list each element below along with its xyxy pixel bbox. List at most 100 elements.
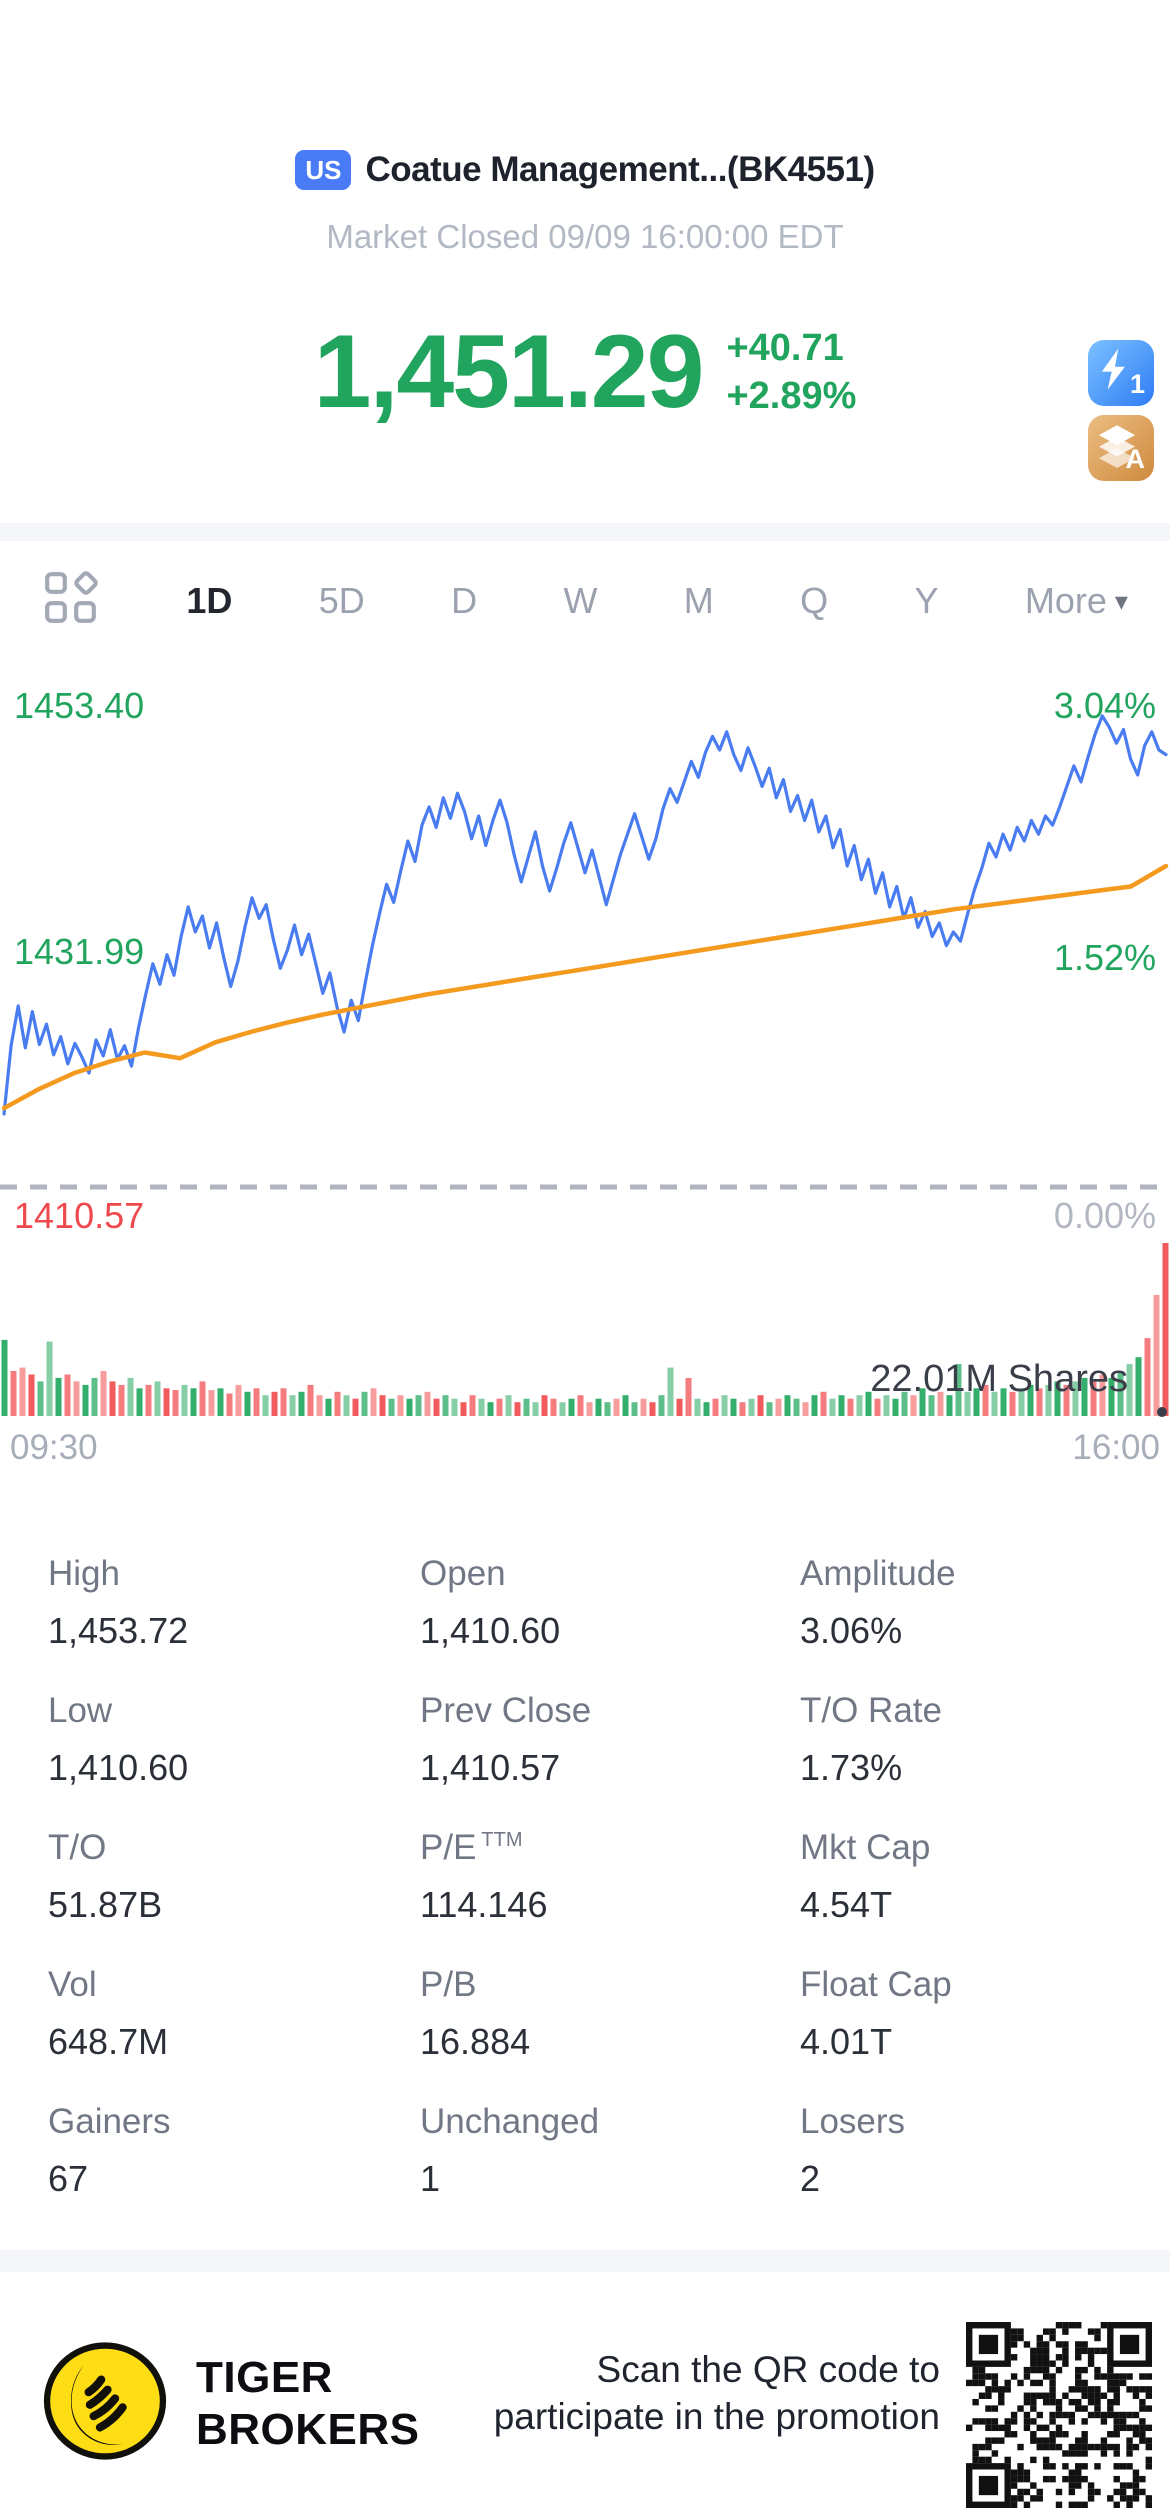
- tab-5d[interactable]: 5D: [318, 579, 365, 621]
- tab-d[interactable]: D: [451, 579, 478, 621]
- stat-value: 16.884: [420, 2021, 531, 2062]
- volume-bar: [883, 1395, 890, 1416]
- y-label-prev-close: 1410.57: [14, 1195, 145, 1236]
- volume-bar: [64, 1374, 71, 1416]
- stat-value: 648.7M: [48, 2021, 169, 2062]
- stat-label: Mkt Cap: [800, 1828, 931, 1867]
- volume-bar: [10, 1371, 17, 1416]
- volume-bar: [892, 1398, 899, 1416]
- stat-amplitude: Amplitude 3.06%: [800, 1532, 1170, 1652]
- volume-bar: [217, 1388, 224, 1416]
- volume-bar: [919, 1388, 926, 1416]
- volume-bar: [361, 1391, 368, 1416]
- volume-bar: [739, 1402, 746, 1416]
- volume-bar: [559, 1402, 566, 1416]
- depth-level-badge[interactable]: A: [1088, 415, 1154, 481]
- volume-bar: [1117, 1371, 1124, 1416]
- volume-bar: [307, 1384, 314, 1416]
- grid-layout-icon[interactable]: [42, 569, 100, 632]
- price-line: [2, 714, 1168, 1116]
- promo-text: Scan the QR code to participate in the p…: [494, 2346, 940, 2441]
- volume-bar: [28, 1374, 35, 1416]
- volume-bar: [1054, 1381, 1061, 1416]
- volume-bar: [1153, 1294, 1160, 1416]
- volume-bar: [1, 1339, 8, 1416]
- volume-bar: [937, 1391, 944, 1416]
- volume-bar: [172, 1390, 179, 1416]
- volume-bar: [82, 1384, 89, 1416]
- volume-bar: [325, 1398, 332, 1416]
- volume-bar: [766, 1402, 773, 1416]
- volume-bar: [793, 1398, 800, 1416]
- volume-bar: [685, 1377, 692, 1416]
- price-change-pct: +2.89%: [726, 374, 857, 417]
- stat-p-b: P/B 16.884: [420, 1943, 800, 2063]
- volume-bar: [658, 1395, 665, 1416]
- brand-name: TIGER BROKERS: [196, 2352, 420, 2456]
- intraday-chart[interactable]: 1453.40 3.04% 1431.99 1.52% 1410.57 0.00…: [0, 660, 1170, 1480]
- stat-t-o-rate: T/O Rate 1.73%: [800, 1669, 1170, 1789]
- volume-bar: [1162, 1243, 1169, 1416]
- volume-bar: [1045, 1384, 1052, 1416]
- chart-canvas[interactable]: [0, 660, 1170, 1480]
- volume-bar: [775, 1398, 782, 1416]
- volume-bar: [910, 1395, 917, 1416]
- stat-label: P/E TTM: [420, 1828, 523, 1867]
- stat-losers: Losers 2: [800, 2080, 1170, 2200]
- volume-bar: [451, 1398, 458, 1416]
- volume-bar: [703, 1402, 710, 1416]
- volume-bar: [1009, 1391, 1016, 1416]
- stat-t-o: T/O 51.87B: [48, 1806, 420, 1926]
- volume-bar: [784, 1395, 791, 1416]
- stat-label: T/O Rate: [800, 1691, 942, 1730]
- volume-bar: [865, 1391, 872, 1416]
- volume-bar: [118, 1384, 125, 1416]
- volume-bar: [748, 1398, 755, 1416]
- tab-m[interactable]: M: [683, 579, 714, 621]
- volume-bar: [379, 1395, 386, 1416]
- volume-bar: [370, 1388, 377, 1416]
- layers-icon: [1095, 422, 1139, 473]
- stat-p-e: P/E TTM 114.146: [420, 1806, 800, 1926]
- tiger-brokers-logo-icon: [42, 2338, 168, 2464]
- tab-q[interactable]: Q: [800, 579, 829, 621]
- stat-value: 1,453.72: [48, 1610, 189, 1651]
- volume-bar: [586, 1402, 593, 1416]
- volume-bar: [1090, 1381, 1097, 1416]
- volume-bar: [91, 1377, 98, 1416]
- volume-bar: [829, 1398, 836, 1416]
- brand-line2: BROKERS: [196, 2404, 420, 2454]
- volume-bar: [946, 1395, 953, 1416]
- tab-y[interactable]: Y: [914, 579, 939, 621]
- volume-bar: [334, 1391, 341, 1416]
- volume-bar: [973, 1388, 980, 1416]
- volume-bar: [19, 1367, 26, 1416]
- stat-label: Low: [48, 1691, 113, 1730]
- stats-row: Gainers 67 Unchanged 1 Losers 2: [48, 2080, 1170, 2217]
- volume-bar: [271, 1391, 278, 1416]
- tab-more[interactable]: More ▾: [1025, 580, 1128, 622]
- volume-bar: [478, 1398, 485, 1416]
- stats-row: Vol 648.7M P/B 16.884 Float Cap 4.01T: [48, 1943, 1170, 2080]
- section-divider: [0, 523, 1170, 541]
- volume-bar: [901, 1391, 908, 1416]
- volume-bar: [757, 1395, 764, 1416]
- volume-bar: [244, 1391, 251, 1416]
- volume-bar: [820, 1391, 827, 1416]
- volume-bar: [847, 1398, 854, 1416]
- stat-value: 67: [48, 2158, 89, 2199]
- flash-order-badge[interactable]: 1: [1088, 340, 1154, 406]
- volume-bar: [1018, 1388, 1025, 1416]
- volume-bar: [568, 1398, 575, 1416]
- volume-bar: [1099, 1374, 1106, 1416]
- stat-label: Losers: [800, 2102, 906, 2141]
- volume-bar: [856, 1395, 863, 1416]
- volume-bar: [667, 1367, 674, 1416]
- change-stack: +40.71 +2.89%: [726, 327, 856, 418]
- tab-1d[interactable]: 1D: [186, 579, 233, 621]
- volume-bar: [811, 1395, 818, 1416]
- tab-w[interactable]: W: [563, 579, 598, 621]
- volume-bar: [415, 1395, 422, 1416]
- stats-row: High 1,453.72 Open 1,410.60 Amplitude 3.06%: [48, 1532, 1170, 1669]
- price-block: 1,451.29 +40.71 +2.89%: [0, 317, 1170, 427]
